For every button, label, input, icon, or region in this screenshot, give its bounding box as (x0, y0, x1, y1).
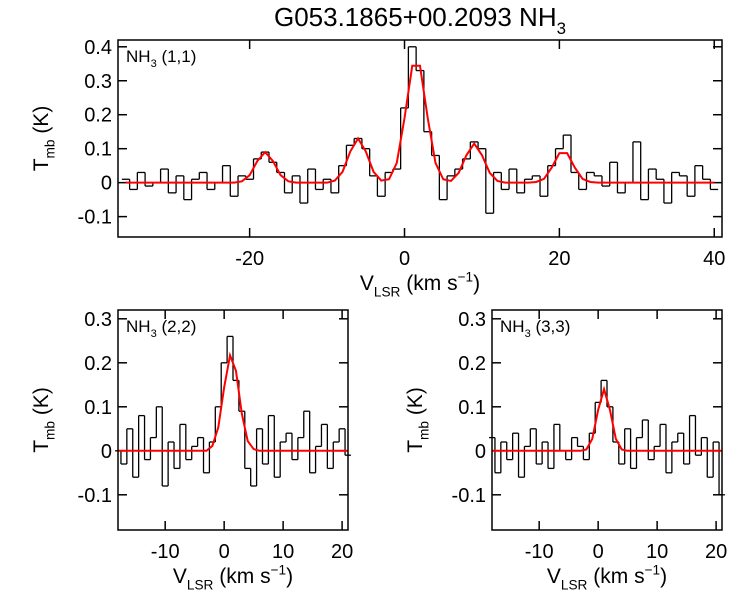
plot-frame (117, 39, 723, 238)
x-axis-label-part: ) (660, 565, 667, 588)
chart-title-part: 3 (557, 19, 566, 38)
x-axis-label-part: (km s (213, 565, 270, 588)
plot-frame (117, 309, 349, 531)
y-axis-label-part: mb (42, 139, 57, 158)
y-axis-label-part: (K) (30, 387, 53, 421)
x-axis-label-part: ) (473, 272, 480, 295)
x-tick-label: 20 (548, 248, 570, 270)
x-tick-label: -20 (235, 248, 264, 270)
x-axis-label-part: −1 (271, 563, 287, 578)
x-axis-label: VLSR (km s−1) (547, 563, 667, 593)
y-tick-label: 0.3 (458, 309, 486, 331)
x-axis-label-part: ) (286, 565, 293, 588)
panel-label-part: 3 (525, 328, 531, 340)
x-axis-label-part: V (547, 565, 561, 588)
x-axis-label-part: −1 (458, 270, 474, 285)
x-tick-label: 20 (331, 541, 353, 563)
y-tick-label: 0.4 (84, 37, 112, 59)
y-axis-label-part: T (404, 440, 427, 453)
chart-title-part: G053.1865+00.2093 NH (274, 2, 557, 32)
y-axis-label-part: T (30, 440, 53, 453)
x-axis-label-part: LSR (374, 284, 401, 299)
x-tick-label: 20 (705, 541, 727, 563)
y-tick-label: 0.3 (84, 71, 112, 93)
fit-line (118, 351, 348, 452)
x-axis-label-part: V (360, 272, 374, 295)
x-axis-label-part: LSR (561, 577, 588, 592)
x-axis-label: VLSR (km s−1) (360, 270, 480, 300)
y-tick-label: -0.1 (78, 485, 112, 507)
x-tick-label: 0 (219, 541, 230, 563)
panel-label-part: (1,1) (157, 47, 197, 66)
panel-label-part: NH (126, 317, 151, 336)
panel-label-part: (2,2) (157, 317, 197, 336)
y-axis-label: Tmb (K) (30, 106, 57, 172)
x-tick-label: -10 (151, 541, 180, 563)
panel-label-part: (3,3) (531, 317, 571, 336)
x-axis-label-part: (km s (400, 272, 457, 295)
y-axis-label: Tmb (K) (404, 387, 431, 453)
panel-label-part: 3 (151, 328, 157, 340)
x-tick-label: 0 (593, 541, 604, 563)
y-tick-label: 0.2 (84, 105, 112, 127)
fit-line (492, 385, 722, 452)
y-tick-label: 0 (101, 173, 112, 195)
x-axis-label-part: LSR (187, 577, 214, 592)
x-tick-label: 0 (399, 248, 410, 270)
x-axis-label-part: V (173, 565, 187, 588)
chart-title: G053.1865+00.2093 NH3 (274, 2, 566, 38)
x-tick-label: 10 (272, 541, 294, 563)
y-axis-label-part: (K) (404, 387, 427, 421)
y-tick-label: 0.1 (458, 397, 486, 419)
y-axis-label-part: (K) (30, 106, 53, 140)
x-tick-label: 10 (646, 541, 668, 563)
x-axis-label-part: (km s (587, 565, 644, 588)
y-tick-label: 0.2 (84, 353, 112, 375)
y-tick-label: 0 (475, 441, 486, 463)
y-tick-label: 0.1 (84, 397, 112, 419)
fit-line (125, 64, 715, 184)
panel-label-part: 3 (151, 58, 157, 70)
plot-frame (491, 309, 723, 531)
y-tick-label: -0.1 (78, 207, 112, 229)
panel-label-part: NH (500, 317, 525, 336)
panel-label: NH3 (1,1) (126, 47, 196, 70)
y-tick-label: 0.3 (84, 309, 112, 331)
y-tick-label: -0.1 (452, 485, 486, 507)
x-axis-label-part: −1 (645, 563, 661, 578)
y-tick-label: 0.2 (458, 353, 486, 375)
panel-label-part: NH (126, 47, 151, 66)
x-tick-label: 40 (703, 248, 725, 270)
y-tick-label: 0.1 (84, 139, 112, 161)
panel-label: NH3 (3,3) (500, 317, 570, 340)
x-tick-label: -10 (525, 541, 554, 563)
x-axis-label: VLSR (km s−1) (173, 563, 293, 593)
panel-label: NH3 (2,2) (126, 317, 196, 340)
y-axis-label: Tmb (K) (30, 387, 57, 453)
y-tick-label: 0 (101, 441, 112, 463)
y-axis-label-part: mb (416, 421, 431, 440)
y-axis-label-part: T (30, 158, 53, 171)
y-axis-label-part: mb (42, 421, 57, 440)
